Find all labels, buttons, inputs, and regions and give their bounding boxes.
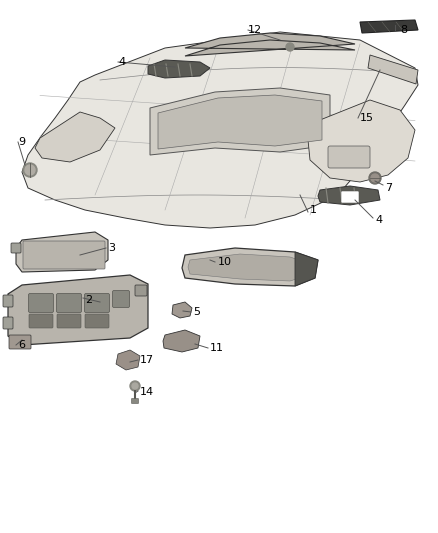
FancyBboxPatch shape: [341, 191, 359, 203]
FancyBboxPatch shape: [3, 295, 13, 307]
Text: 9: 9: [18, 137, 25, 147]
Text: 10: 10: [218, 257, 232, 267]
Polygon shape: [172, 302, 192, 318]
FancyBboxPatch shape: [328, 146, 370, 168]
Text: 4: 4: [118, 57, 125, 67]
Text: 12: 12: [248, 25, 262, 35]
Polygon shape: [188, 254, 308, 281]
FancyBboxPatch shape: [11, 243, 21, 253]
FancyBboxPatch shape: [3, 317, 13, 329]
Circle shape: [23, 163, 37, 177]
FancyBboxPatch shape: [135, 285, 147, 296]
Polygon shape: [158, 95, 322, 149]
FancyBboxPatch shape: [9, 335, 31, 349]
Text: 14: 14: [140, 387, 154, 397]
Text: 4: 4: [375, 215, 382, 225]
Polygon shape: [295, 252, 318, 286]
Text: 5: 5: [193, 307, 200, 317]
Text: 7: 7: [385, 183, 392, 193]
Polygon shape: [148, 60, 210, 78]
Circle shape: [286, 43, 294, 51]
FancyBboxPatch shape: [23, 241, 105, 269]
Polygon shape: [150, 88, 330, 155]
FancyBboxPatch shape: [57, 294, 81, 312]
Polygon shape: [360, 20, 418, 33]
FancyBboxPatch shape: [85, 294, 110, 312]
Polygon shape: [308, 100, 415, 182]
Circle shape: [25, 165, 35, 175]
Text: 8: 8: [400, 25, 407, 35]
Text: 11: 11: [210, 343, 224, 353]
Text: 1: 1: [310, 205, 317, 215]
FancyBboxPatch shape: [57, 314, 81, 328]
Polygon shape: [163, 330, 200, 352]
Polygon shape: [8, 275, 148, 345]
Text: 15: 15: [360, 113, 374, 123]
Polygon shape: [16, 232, 108, 272]
Text: 17: 17: [140, 355, 154, 365]
Polygon shape: [182, 248, 318, 286]
Circle shape: [369, 172, 381, 184]
Polygon shape: [22, 32, 418, 228]
Polygon shape: [35, 112, 115, 162]
FancyBboxPatch shape: [131, 399, 138, 403]
Circle shape: [130, 381, 140, 391]
FancyBboxPatch shape: [113, 290, 130, 308]
Text: 6: 6: [18, 340, 25, 350]
Polygon shape: [318, 186, 380, 205]
FancyBboxPatch shape: [29, 314, 53, 328]
Circle shape: [132, 383, 138, 389]
Text: 2: 2: [85, 295, 92, 305]
Polygon shape: [185, 33, 355, 56]
FancyBboxPatch shape: [28, 294, 53, 312]
Polygon shape: [368, 55, 418, 84]
Polygon shape: [116, 350, 140, 370]
Text: 3: 3: [108, 243, 115, 253]
Circle shape: [371, 174, 379, 182]
FancyBboxPatch shape: [85, 314, 109, 328]
